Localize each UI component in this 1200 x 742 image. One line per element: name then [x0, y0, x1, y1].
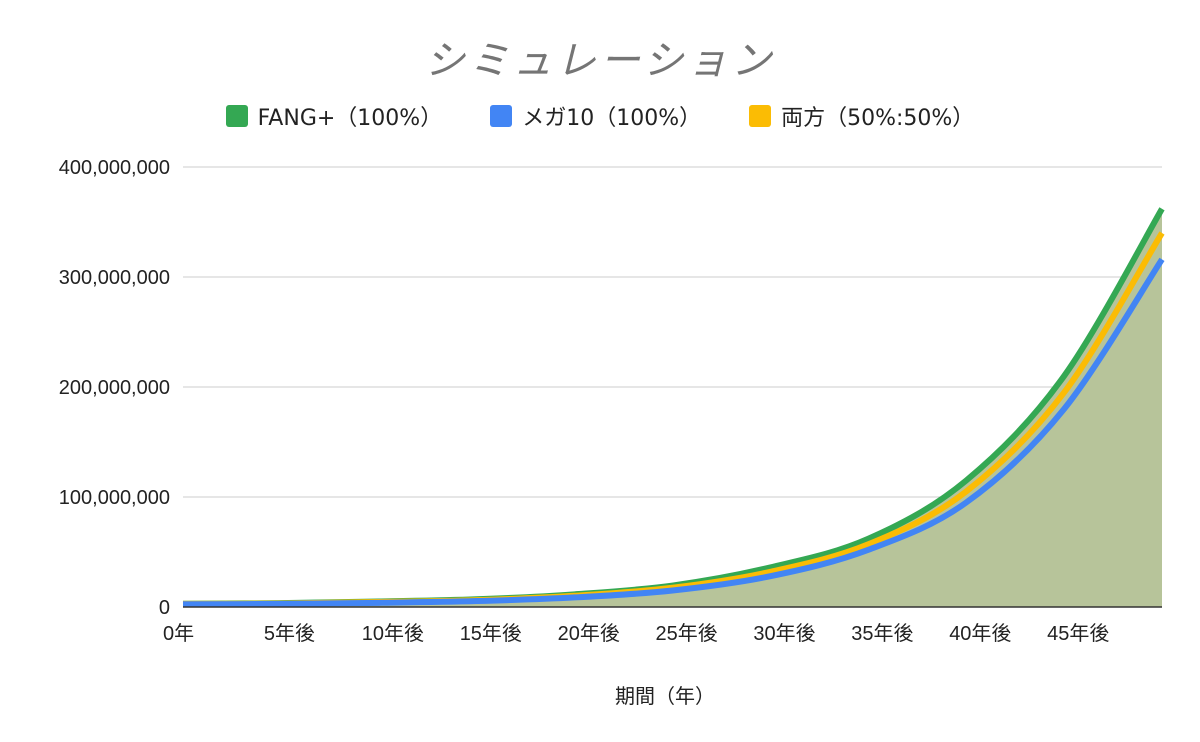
y-tick-label: 400,000,000 [59, 157, 170, 179]
legend-swatch [225, 105, 248, 127]
x-tick-label: 5年後 [264, 622, 315, 645]
legend-label: 両方（50%:50%） [781, 106, 975, 131]
legend-label: FANG+（100%） [257, 106, 443, 131]
y-tick-label: 0 [159, 597, 170, 619]
y-tick-label: 100,000,000 [59, 487, 170, 509]
x-tick-label: 30年後 [753, 622, 815, 645]
chart-title: シミュレーション [424, 38, 776, 84]
x-tick-label: 15年後 [460, 622, 522, 645]
legend: FANG+（100%） メガ10（100%） 両方（50%:50%） [0, 100, 1200, 132]
area-fill [183, 208, 1162, 608]
legend-item: 両方（50%:50%） [749, 100, 974, 132]
x-tick-label: 0年 [163, 622, 194, 645]
x-tick-label: 10年後 [362, 622, 424, 645]
legend-label: メガ10（100%） [522, 106, 702, 131]
y-tick-label: 200,000,000 [59, 377, 170, 399]
legend-swatch [490, 105, 513, 127]
x-tick-label: 40年後 [949, 622, 1011, 645]
legend-item: メガ10（100%） [490, 100, 701, 132]
x-axis-title: 期間（年） [615, 684, 715, 708]
legend-item: FANG+（100%） [225, 100, 443, 132]
x-tick-label: 20年後 [558, 622, 620, 645]
y-tick-label: 300,000,000 [59, 267, 170, 289]
x-tick-label: 45年後 [1047, 622, 1109, 645]
x-tick-label: 35年後 [851, 622, 913, 645]
legend-swatch [749, 105, 772, 127]
series-line-2 [182, 257, 1165, 608]
x-tick-label: 25年後 [656, 622, 718, 645]
